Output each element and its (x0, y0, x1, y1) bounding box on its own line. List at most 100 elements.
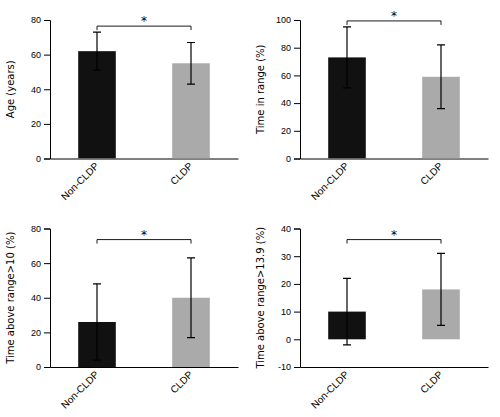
subplot: -10010203040Non-CLDPCLDP*Time above rang… (255, 224, 489, 411)
tick-label: 30 (281, 252, 291, 262)
axis-line (294, 229, 301, 368)
annotation: * (141, 14, 147, 28)
plot-area (78, 32, 210, 158)
y-tick: 40 (281, 98, 300, 108)
subplot: 0 20 40 60 80 Non-CLDP CLDP * Age (years) (5, 14, 239, 202)
tick-mark (44, 55, 50, 56)
chart-container: 0 20 40 60 80 Non-CLDP CLDP * Age (years) 0 20 40 60… (0, 0, 500, 417)
tick-mark (294, 159, 300, 160)
x-tick: CLDP (168, 367, 195, 395)
tick-mark (44, 89, 50, 90)
tick-label: Non-CLDP (309, 369, 351, 411)
tick-mark (294, 229, 300, 230)
plot-area (78, 258, 210, 367)
tick-mark (294, 131, 300, 132)
tick-label: 80 (31, 224, 41, 234)
y-tick: 100 (276, 15, 300, 25)
tick-mark (44, 124, 50, 125)
plot-area (328, 27, 460, 159)
tick-mark (44, 229, 50, 230)
error-bar (343, 27, 351, 88)
tick-label: 0 (36, 154, 41, 164)
tick-label: 60 (31, 50, 41, 60)
tick-mark (294, 312, 300, 313)
y-tick: 80 (31, 224, 50, 234)
x-axis: Non-CLDP CLDP (301, 367, 489, 411)
y-tick: 60 (31, 259, 50, 269)
annotation: * (391, 228, 397, 242)
tick-mark (294, 75, 300, 76)
y-axis-label: Time in range (%) (255, 44, 266, 135)
y-tick: 60 (31, 50, 50, 60)
tick-label: 80 (281, 43, 291, 53)
y-axis-label: Time above range>10 (%) (5, 232, 16, 365)
tick-label: 0 (36, 362, 41, 372)
y-tick: 20 (281, 279, 300, 289)
tick-mark (294, 48, 300, 49)
tick-label: -10 (278, 362, 291, 372)
tick-label: 0 (286, 154, 291, 164)
x-tick: Non-CLDP (309, 159, 351, 203)
error-bar (187, 258, 195, 338)
tick-label: 10 (281, 307, 291, 317)
y-tick: 0 (36, 154, 50, 164)
tick-mark (44, 298, 50, 299)
tick-label: 40 (31, 293, 41, 303)
y-tick: 0 (286, 154, 300, 164)
error-bar (187, 43, 195, 85)
subplot: 0 20 40 60 80 Non-CLDP CLDP * Time above range>1… (5, 224, 239, 411)
tick-mark (294, 20, 300, 21)
axis-line (44, 21, 51, 160)
tick-label: 60 (31, 259, 41, 269)
error-bar (93, 32, 101, 70)
y-tick: 60 (281, 71, 300, 81)
tick-label: 40 (31, 85, 41, 95)
tick-label: 20 (31, 328, 41, 338)
x-axis: Non-CLDP CLDP (301, 159, 489, 203)
y-tick: 20 (281, 126, 300, 136)
tick-label: CLDP (418, 160, 445, 187)
tick-mark (44, 332, 50, 333)
y-axis-label: Time above range>13.9 (%) (255, 227, 266, 370)
y-axis: 0 20 40 60 80 (31, 224, 51, 373)
tick-mark (294, 103, 300, 104)
tick-label: 20 (31, 119, 41, 129)
x-tick: CLDP (418, 367, 445, 395)
tick-label: 20 (281, 126, 291, 136)
tick-mark (294, 284, 300, 285)
tick-label: CLDP (418, 369, 445, 396)
axis-line (51, 159, 239, 160)
tick-label: 40 (281, 224, 291, 234)
y-tick: 40 (31, 293, 50, 303)
y-tick: 40 (281, 224, 300, 234)
tick-mark (44, 367, 50, 368)
axis-line (301, 367, 489, 368)
tick-label: 100 (276, 15, 291, 25)
chart-svg: 0 20 40 60 80 Non-CLDP CLDP * Age (years) 0 20 40 60… (0, 0, 500, 417)
x-axis: Non-CLDP CLDP (51, 367, 239, 411)
subplot: 020406080100Non-CLDPCLDP*Time in range (… (255, 9, 489, 202)
x-tick: Non-CLDP (309, 367, 351, 411)
y-tick: 30 (281, 252, 300, 262)
error-bar (437, 45, 445, 109)
x-axis: Non-CLDP CLDP (51, 159, 239, 203)
tick-label: Non-CLDP (59, 160, 101, 202)
tick-label: 80 (31, 15, 41, 25)
y-axis: 0 20 40 60 80 100 (276, 15, 301, 164)
x-tick: Non-CLDP (59, 367, 101, 411)
error-bar (437, 253, 445, 325)
tick-mark (294, 339, 300, 340)
tick-mark (44, 20, 50, 21)
error-bar (343, 278, 351, 344)
y-axis-label: Age (years) (5, 60, 16, 118)
x-tick: CLDP (418, 159, 445, 187)
plot-area (328, 253, 460, 344)
axis-line (44, 229, 51, 368)
y-tick: 80 (281, 43, 300, 53)
axis-line (301, 159, 489, 160)
tick-label: CLDP (168, 369, 195, 396)
annotation: * (141, 228, 147, 242)
tick-mark (44, 159, 50, 160)
y-axis: -10010203040 (278, 224, 301, 373)
x-tick: CLDP (168, 159, 195, 187)
